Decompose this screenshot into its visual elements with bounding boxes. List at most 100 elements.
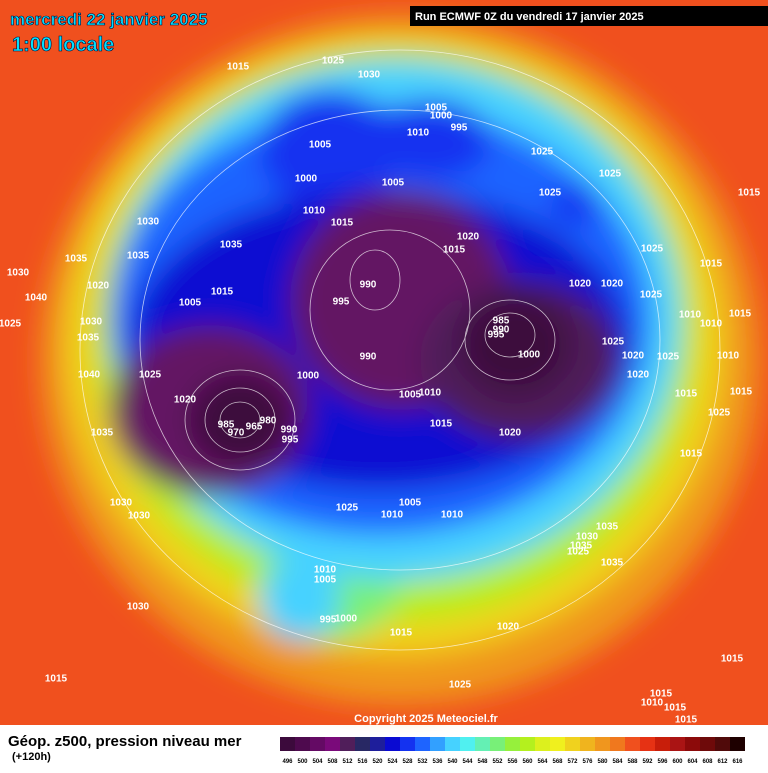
date-label: mercredi 22 janvier 2025: [10, 10, 208, 29]
isobar-label: 1010: [303, 206, 326, 217]
colorbar-label: 564: [537, 759, 548, 765]
colorbar-swatch: [640, 737, 655, 751]
isobar-label: 1015: [729, 309, 752, 320]
isobar-label: 1040: [25, 293, 48, 304]
isobar-label: 1010: [381, 510, 404, 521]
colorbar-label: 576: [582, 759, 593, 765]
colorbar-swatch: [535, 737, 550, 751]
colorbar-swatch: [370, 737, 385, 751]
colorbar-label: 504: [312, 759, 323, 765]
isobar-label: 1010: [700, 319, 723, 330]
colorbar-label: 580: [597, 759, 608, 765]
colorbar-label: 532: [417, 759, 428, 765]
isobar-label: 1025: [567, 547, 590, 558]
isobar-label: 1025: [599, 169, 622, 180]
colorbar-label: 568: [552, 759, 563, 765]
colorbar-swatch: [565, 737, 580, 751]
colorbar-swatch: [655, 737, 670, 751]
isobar-label: 1005: [309, 140, 332, 151]
colorbar-label: 616: [732, 759, 743, 765]
colorbar-swatch: [400, 737, 415, 751]
time-label: 1:00 locale: [12, 34, 114, 56]
colorbar-swatch: [490, 737, 505, 751]
isobar-label: 985: [218, 420, 235, 431]
colorbar-swatch: [625, 737, 640, 751]
colorbar-swatch: [385, 737, 400, 751]
isobar-label: 1020: [627, 370, 650, 381]
isobar-label: 1010: [441, 510, 464, 521]
isobar-label: 1035: [570, 541, 593, 552]
isobar-label: 1025: [0, 319, 22, 330]
isobar-label: 1020: [569, 279, 592, 290]
isobar-label: 990: [360, 280, 377, 291]
map-field: [0, 0, 768, 725]
colorbar-label: 548: [477, 759, 488, 765]
isobar-label: 1005: [399, 390, 422, 401]
isobar-label: 990: [281, 425, 298, 436]
isobar-label: 1025: [139, 370, 162, 381]
isobar-label: 1025: [449, 680, 472, 691]
isobar-label: 1025: [641, 244, 664, 255]
isobar-label: 1000: [295, 174, 318, 185]
isobar-label: 1010: [314, 565, 337, 576]
isobar-label: 1030: [110, 498, 133, 509]
isobar-label: 995: [488, 330, 505, 341]
lead-label: (+120h): [12, 751, 51, 763]
isobar-label: 1030: [127, 602, 150, 613]
copyright: Copyright 2025 Meteociel.fr: [354, 713, 498, 725]
isobar-label: 990: [360, 352, 377, 363]
run-label: Run ECMWF 0Z du vendredi 17 janvier 2025: [415, 11, 644, 23]
isobar-label: 1015: [680, 449, 703, 460]
isobar-label: 1035: [127, 251, 150, 262]
colorbar-swatch: [685, 737, 700, 751]
colorbar-label: 572: [567, 759, 578, 765]
colorbar-swatch: [280, 737, 295, 751]
isobar-label: 990: [493, 325, 510, 336]
isobar-label: 995: [320, 615, 337, 626]
isobar-label: 1035: [601, 558, 624, 569]
isobar-label: 1005: [399, 498, 422, 509]
isobar-label: 1015: [430, 419, 453, 430]
isobar-label: 1015: [211, 287, 234, 298]
isobar-label: 1020: [601, 279, 624, 290]
colorbar-label: 512: [342, 759, 353, 765]
colorbar-label: 516: [357, 759, 368, 765]
isobar-label: 1010: [717, 351, 740, 362]
isobar-label: 1035: [91, 428, 114, 439]
colorbar-swatch: [460, 737, 475, 751]
isobar-label: 1010: [641, 698, 664, 709]
isobar-label: 1030: [128, 511, 151, 522]
colorbar-swatch: [580, 737, 595, 751]
isobar-label: 1015: [650, 689, 673, 700]
isobar-label: 970: [228, 428, 245, 439]
isobar-label: 1000: [518, 350, 541, 361]
isobar-label: 1015: [675, 715, 698, 726]
colorbar-label: 496: [282, 759, 293, 765]
colorbar-label: 588: [627, 759, 638, 765]
colorbar-swatch: [325, 737, 340, 751]
isobar-label: 1020: [497, 622, 520, 633]
colorbar-label: 596: [657, 759, 668, 765]
isobar-label: 980: [260, 416, 277, 427]
colorbar-swatch: [715, 737, 730, 751]
colorbar-label: 560: [522, 759, 533, 765]
isobar-label: 1000: [430, 111, 453, 122]
colorbar-swatch: [445, 737, 460, 751]
isobar-label: 1005: [179, 298, 202, 309]
colorbar-swatch: [610, 737, 625, 751]
colorbar-swatch: [340, 737, 355, 751]
isobar-label: 1035: [596, 522, 619, 533]
isobar-label: 1020: [174, 395, 197, 406]
isobar-label: 1025: [640, 290, 663, 301]
colorbar-label: 524: [387, 759, 398, 765]
isobar-label: 1015: [443, 245, 466, 256]
field-label: Géop. z500, pression niveau mer: [8, 733, 242, 750]
isobar-label: 1015: [730, 387, 753, 398]
colorbar-label: 608: [702, 759, 713, 765]
isobar-label: 1015: [390, 628, 413, 639]
isobar-label: 1040: [78, 370, 101, 381]
isobar-label: 995: [282, 435, 299, 446]
colorbar-label: 552: [492, 759, 503, 765]
isobar-label: 1015: [227, 62, 250, 73]
